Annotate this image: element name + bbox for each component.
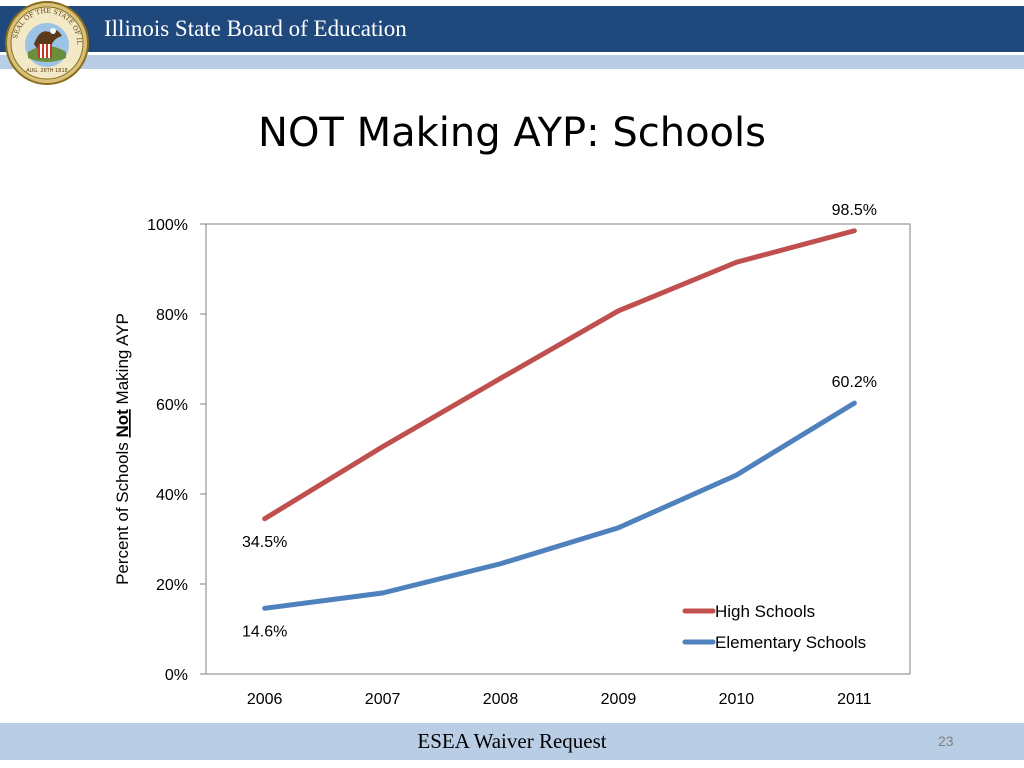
slide-title: NOT Making AYP: Schools: [258, 110, 766, 156]
x-tick-label: 2007: [365, 691, 401, 708]
data-label: 14.6%: [242, 623, 287, 640]
header-bar: [0, 6, 1024, 52]
series-line-high-schools: [262, 228, 857, 522]
y-axis-label-part-1: Percent of Schools: [113, 437, 132, 584]
seal-date: AUG. 26TH 1818: [26, 68, 68, 74]
y-tick-label: 60%: [156, 397, 188, 414]
y-tick-label: 40%: [156, 487, 188, 504]
y-axis-label-emphasis: Not: [113, 409, 132, 438]
data-label: 60.2%: [832, 374, 877, 391]
x-tick-label: 2006: [247, 691, 283, 708]
y-tick-label: 80%: [156, 307, 188, 324]
series-lines: [262, 228, 857, 611]
legend-label: High Schools: [715, 602, 815, 621]
header-title: Illinois State Board of Education: [104, 16, 407, 41]
data-label: 34.5%: [242, 534, 287, 551]
data-label: 98.5%: [832, 202, 877, 219]
y-tick-label: 100%: [147, 217, 188, 234]
y-tick-label: 20%: [156, 577, 188, 594]
y-axis: 0% 20% 40% 60% 80% 100%: [147, 217, 206, 684]
x-tick-label: 2010: [719, 691, 755, 708]
data-labels: 34.5% 98.5% 14.6% 60.2%: [242, 202, 877, 641]
footer-bar: [0, 723, 1024, 760]
page-number: 23: [938, 733, 954, 749]
y-axis-label: Percent of Schools Not Making AYP: [113, 313, 132, 585]
y-tick-label: 0%: [165, 667, 188, 684]
footer-title: ESEA Waiver Request: [417, 729, 607, 753]
y-axis-label-part-3: Making AYP: [113, 313, 132, 409]
state-seal-logo: SEAL OF THE STATE OF ILLINOIS AUG. 26TH …: [4, 0, 89, 85]
series-line-elementary-schools: [262, 400, 857, 611]
legend-label: Elementary Schools: [715, 633, 866, 652]
plot-area: [205, 223, 911, 675]
x-tick-label: 2011: [837, 691, 872, 708]
header-stripe: [0, 55, 1024, 69]
x-axis: 2006 2007 2008 2009 2010 2011: [247, 691, 872, 708]
legend: High Schools Elementary Schools: [682, 602, 866, 652]
x-tick-label: 2008: [483, 691, 519, 708]
x-tick-label: 2009: [601, 691, 637, 708]
